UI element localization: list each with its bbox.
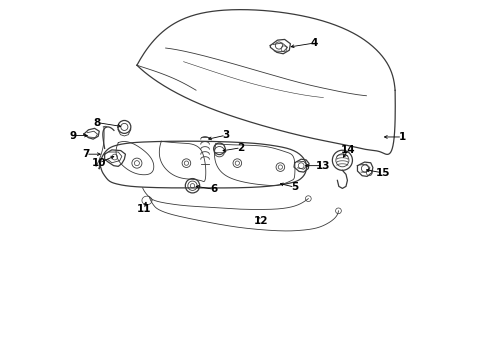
Text: 11: 11 [137,204,151,215]
Text: 8: 8 [94,118,101,128]
Text: 7: 7 [82,149,89,159]
Text: 4: 4 [310,38,318,48]
Text: 3: 3 [222,130,229,140]
Text: 10: 10 [92,158,106,168]
Text: 1: 1 [398,132,405,142]
Text: 5: 5 [290,182,298,192]
Text: 9: 9 [69,131,77,140]
Text: 6: 6 [210,184,217,194]
Text: 2: 2 [237,143,244,153]
Text: 15: 15 [375,168,389,178]
Text: 12: 12 [253,216,267,226]
Text: 14: 14 [341,144,355,154]
Text: 13: 13 [316,161,330,171]
